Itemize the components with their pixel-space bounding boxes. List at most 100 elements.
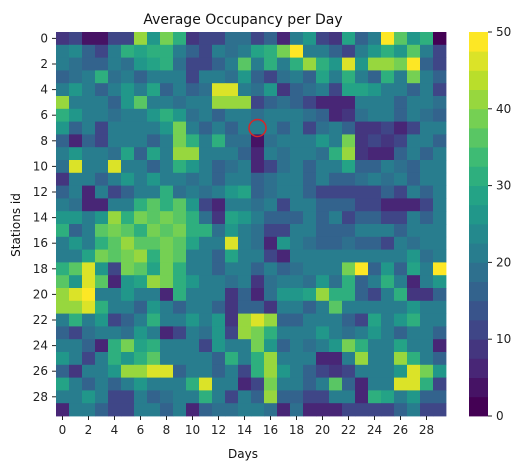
heatmap-cell xyxy=(212,339,226,353)
heatmap-cell xyxy=(407,172,421,186)
heatmap-cell xyxy=(381,377,395,391)
heatmap-cell xyxy=(394,249,408,263)
heatmap-cell xyxy=(303,377,317,391)
heatmap-cell xyxy=(407,288,421,302)
heatmap-cell xyxy=(160,390,174,404)
y-tick-label: 26 xyxy=(33,364,48,378)
heatmap-cell xyxy=(147,83,161,97)
y-tick-label: 8 xyxy=(40,134,48,148)
heatmap-cell xyxy=(290,262,304,276)
heatmap-cell xyxy=(121,147,135,161)
heatmap-cell xyxy=(121,57,135,71)
heatmap-cell xyxy=(433,185,447,199)
heatmap-cell xyxy=(277,249,291,263)
heatmap-cell xyxy=(316,96,330,110)
heatmap-cell xyxy=(394,377,408,391)
heatmap-cell xyxy=(225,236,239,250)
heatmap-cell xyxy=(121,313,135,327)
x-tick-label: 12 xyxy=(211,423,226,437)
heatmap-cell xyxy=(56,377,70,391)
heatmap-cell xyxy=(69,300,83,314)
heatmap-cell xyxy=(238,121,252,135)
heatmap-cell xyxy=(433,160,447,174)
heatmap-cell xyxy=(225,249,239,263)
heatmap-cell xyxy=(290,172,304,186)
heatmap-cell xyxy=(199,70,213,84)
heatmap-cell xyxy=(433,313,447,327)
heatmap-cell xyxy=(134,249,148,263)
heatmap-cell xyxy=(212,352,226,366)
heatmap-cell xyxy=(134,83,148,97)
heatmap-cell xyxy=(82,198,96,212)
heatmap-cell xyxy=(264,275,278,289)
heatmap-cell xyxy=(329,352,343,366)
heatmap-cell xyxy=(394,70,408,84)
colorbar-segment xyxy=(469,166,488,186)
heatmap-cell xyxy=(199,339,213,353)
heatmap-cell xyxy=(420,300,434,314)
heatmap-cell xyxy=(316,185,330,199)
heatmap-cell xyxy=(433,108,447,122)
heatmap-cell xyxy=(420,236,434,250)
heatmap-cell xyxy=(329,339,343,353)
heatmap-cell xyxy=(394,326,408,340)
x-axis-ticks: 0 2 4 6 8 10 12 14 16 18 20 22 24 26 28 xyxy=(59,416,434,437)
heatmap-cell xyxy=(121,185,135,199)
heatmap-cell xyxy=(407,352,421,366)
heatmap-cell xyxy=(225,352,239,366)
x-tick-label: 16 xyxy=(263,423,278,437)
heatmap-cell xyxy=(355,364,369,378)
heatmap-cell xyxy=(407,249,421,263)
heatmap-cell xyxy=(173,300,187,314)
heatmap-cell xyxy=(251,224,265,238)
heatmap-cell xyxy=(316,211,330,225)
heatmap-cell xyxy=(160,224,174,238)
heatmap-cell xyxy=(186,249,200,263)
heatmap-cell xyxy=(238,134,252,148)
heatmap-cell xyxy=(290,83,304,97)
heatmap-cell xyxy=(420,390,434,404)
heatmap-cell xyxy=(277,275,291,289)
heatmap-cell xyxy=(290,57,304,71)
heatmap-cell xyxy=(420,262,434,276)
heatmap-cell xyxy=(225,147,239,161)
heatmap-cell xyxy=(368,224,382,238)
heatmap-cell xyxy=(69,57,83,71)
heatmap-cell xyxy=(342,96,356,110)
heatmap-cell xyxy=(160,57,174,71)
heatmap-cell xyxy=(147,44,161,58)
heatmap-cell xyxy=(238,198,252,212)
heatmap-cell xyxy=(355,288,369,302)
heatmap-cell xyxy=(407,326,421,340)
heatmap-cell xyxy=(290,236,304,250)
heatmap-cell xyxy=(121,172,135,186)
heatmap-cell xyxy=(329,198,343,212)
heatmap-cell xyxy=(95,390,109,404)
heatmap-cell xyxy=(303,44,317,58)
heatmap-cell xyxy=(95,32,109,46)
heatmap-cell xyxy=(407,108,421,122)
heatmap-cell xyxy=(69,326,83,340)
heatmap-cell xyxy=(407,313,421,327)
colorbar-segment xyxy=(469,243,488,263)
heatmap-cell xyxy=(134,96,148,110)
heatmap-cell xyxy=(238,211,252,225)
heatmap-cell xyxy=(355,147,369,161)
x-tick-label: 10 xyxy=(185,423,200,437)
heatmap-cell xyxy=(186,185,200,199)
heatmap-cell xyxy=(212,275,226,289)
heatmap-cell xyxy=(225,339,239,353)
heatmap-cell xyxy=(329,403,343,417)
heatmap-cell xyxy=(381,32,395,46)
heatmap-cell xyxy=(407,377,421,391)
heatmap-cell xyxy=(147,364,161,378)
heatmap-cell xyxy=(433,57,447,71)
heatmap-cell xyxy=(82,211,96,225)
colorbar-segment xyxy=(469,320,488,340)
heatmap-cell xyxy=(121,326,135,340)
heatmap-cell xyxy=(407,364,421,378)
heatmap-cell xyxy=(342,83,356,97)
heatmap-cell xyxy=(238,44,252,58)
heatmap-cell xyxy=(251,390,265,404)
heatmap-cell xyxy=(95,211,109,225)
